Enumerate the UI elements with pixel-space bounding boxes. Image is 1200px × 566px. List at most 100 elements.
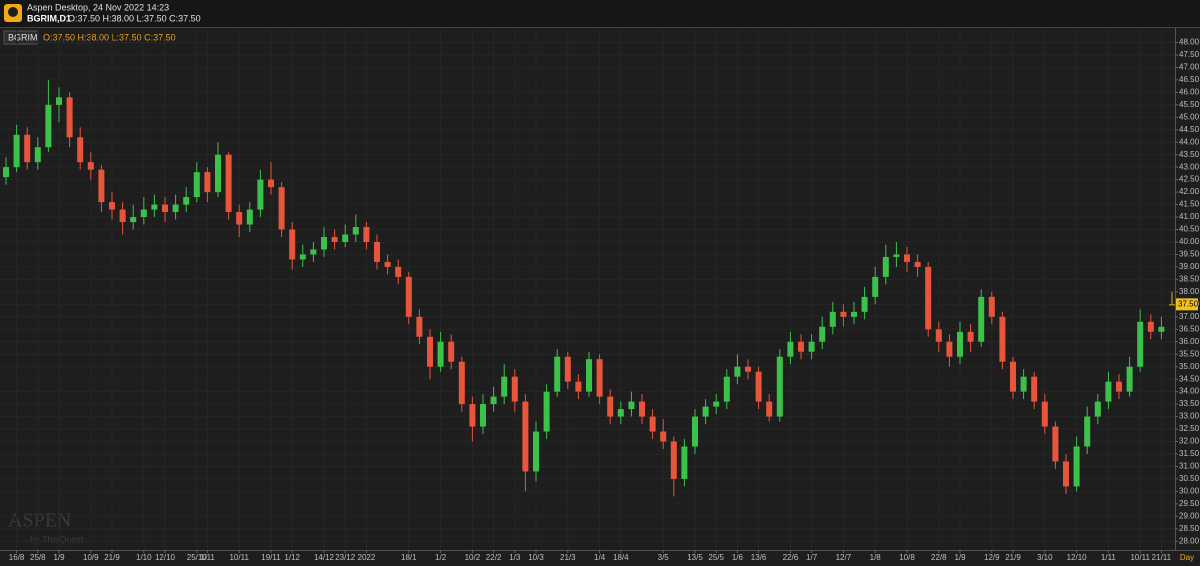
candle-body xyxy=(978,296,985,342)
candle-body xyxy=(24,134,31,163)
candle-body xyxy=(130,217,137,223)
candle-body xyxy=(734,366,741,377)
candle-body xyxy=(342,234,349,242)
candle-body xyxy=(66,97,73,138)
candle-body xyxy=(564,356,571,382)
candle-body xyxy=(660,431,667,442)
candle-body xyxy=(331,237,338,242)
x-tick-label: 22/6 xyxy=(783,553,799,562)
y-tick-label: 44.00 xyxy=(1179,137,1200,146)
x-tick-label: 1/12 xyxy=(284,553,300,562)
x-tick-label: 21/9 xyxy=(1005,553,1021,562)
x-tick-label: 10/11 xyxy=(229,553,249,562)
x-tick-label: 3/10 xyxy=(1037,553,1053,562)
candle-body xyxy=(278,187,285,230)
symbol: BGRIM,D1 xyxy=(27,13,71,23)
candle-body xyxy=(851,311,857,317)
y-tick-label: 36.50 xyxy=(1179,324,1200,333)
candle-body xyxy=(1084,416,1091,447)
x-tick-label: 22/8 xyxy=(931,553,947,562)
y-tick-label: 30.50 xyxy=(1179,474,1200,483)
x-tick-label: 1/8 xyxy=(870,553,882,562)
y-tick-label: 34.50 xyxy=(1179,374,1200,383)
y-tick-label: 31.00 xyxy=(1179,462,1200,471)
y-tick-label: 32.00 xyxy=(1179,437,1200,446)
candle-body xyxy=(480,404,486,427)
candle-body xyxy=(310,249,317,255)
app-title: Aspen Desktop, 24 Nov 2022 14:23 xyxy=(27,2,169,12)
candle-body xyxy=(437,341,444,367)
candle-body xyxy=(988,296,995,317)
candle-body xyxy=(787,341,794,357)
candle-body xyxy=(861,296,868,312)
x-tick-label: 12/7 xyxy=(836,553,852,562)
candle-body xyxy=(575,381,582,392)
y-tick-label: 44.50 xyxy=(1179,125,1200,134)
candle-body xyxy=(882,256,889,277)
x-tick-label: 18/4 xyxy=(613,553,629,562)
price-marker xyxy=(1176,298,1198,311)
y-tick-label: 47.50 xyxy=(1179,50,1200,59)
candle-body xyxy=(1063,461,1069,487)
candle-body xyxy=(490,396,497,405)
candle-body xyxy=(1094,401,1101,417)
candle-body xyxy=(395,266,402,277)
candle-body xyxy=(904,254,910,262)
y-tick-label: 41.50 xyxy=(1179,200,1200,209)
candle-body xyxy=(469,404,476,427)
y-tick-label: 28.50 xyxy=(1179,524,1200,533)
x-tick-label: 14/12 xyxy=(314,553,335,562)
candle-body xyxy=(522,401,529,472)
candle-body xyxy=(511,376,518,402)
candle-body xyxy=(236,212,243,225)
candle-body xyxy=(628,401,635,410)
y-tick-label: 43.00 xyxy=(1179,162,1200,171)
candle-body xyxy=(109,202,115,210)
candle-body xyxy=(299,254,306,260)
candle-body xyxy=(45,104,52,148)
legend-symbol: BGRIM xyxy=(8,32,38,42)
y-tick-label: 29.50 xyxy=(1179,499,1200,508)
y-tick-label: 42.00 xyxy=(1179,187,1200,196)
candle-body xyxy=(1020,376,1027,392)
candle-body xyxy=(289,229,296,260)
y-tick-label: 40.00 xyxy=(1179,237,1200,246)
candle-body xyxy=(172,204,179,213)
x-tick-label: 1/11 xyxy=(200,553,216,562)
candle-body xyxy=(1052,426,1059,462)
y-tick-label: 46.00 xyxy=(1179,87,1200,96)
candle-body xyxy=(140,209,147,218)
candle-body xyxy=(702,406,709,417)
x-tick-label: 19/11 xyxy=(261,553,281,562)
x-tick-label: 25/10 xyxy=(187,553,208,562)
y-tick-label: 37.00 xyxy=(1179,312,1200,321)
x-tick-label: 21/3 xyxy=(560,553,576,562)
candle-body xyxy=(1031,376,1038,402)
candle-body xyxy=(204,172,211,193)
candle-body xyxy=(34,147,41,163)
y-tick-label: 30.00 xyxy=(1179,487,1200,496)
candle-body xyxy=(501,376,508,397)
x-tick-label: 1/4 xyxy=(594,553,606,562)
y-tick-label: 36.00 xyxy=(1179,337,1200,346)
candle-body xyxy=(745,366,751,372)
app-icon-mark xyxy=(8,7,18,17)
candle-body xyxy=(1041,401,1048,427)
x-tick-label: 13/5 xyxy=(687,553,703,562)
candle-body xyxy=(798,341,804,352)
x-tick-label: 25/5 xyxy=(708,553,724,562)
candle-body xyxy=(416,316,423,337)
candle-body xyxy=(458,361,465,405)
x-tick-label: 18/1 xyxy=(401,553,417,562)
y-tick-label: 33.00 xyxy=(1179,412,1200,421)
watermark-brand: ASPEN xyxy=(8,510,71,532)
y-tick-label: 45.00 xyxy=(1179,112,1200,121)
x-tick-label: 12/10 xyxy=(1067,553,1088,562)
y-tick-label: 29.00 xyxy=(1179,511,1200,520)
candle-body xyxy=(268,179,274,188)
candle-body xyxy=(935,329,942,342)
candle-body xyxy=(98,169,105,203)
candle-body xyxy=(723,376,730,402)
candle-body xyxy=(405,276,412,317)
